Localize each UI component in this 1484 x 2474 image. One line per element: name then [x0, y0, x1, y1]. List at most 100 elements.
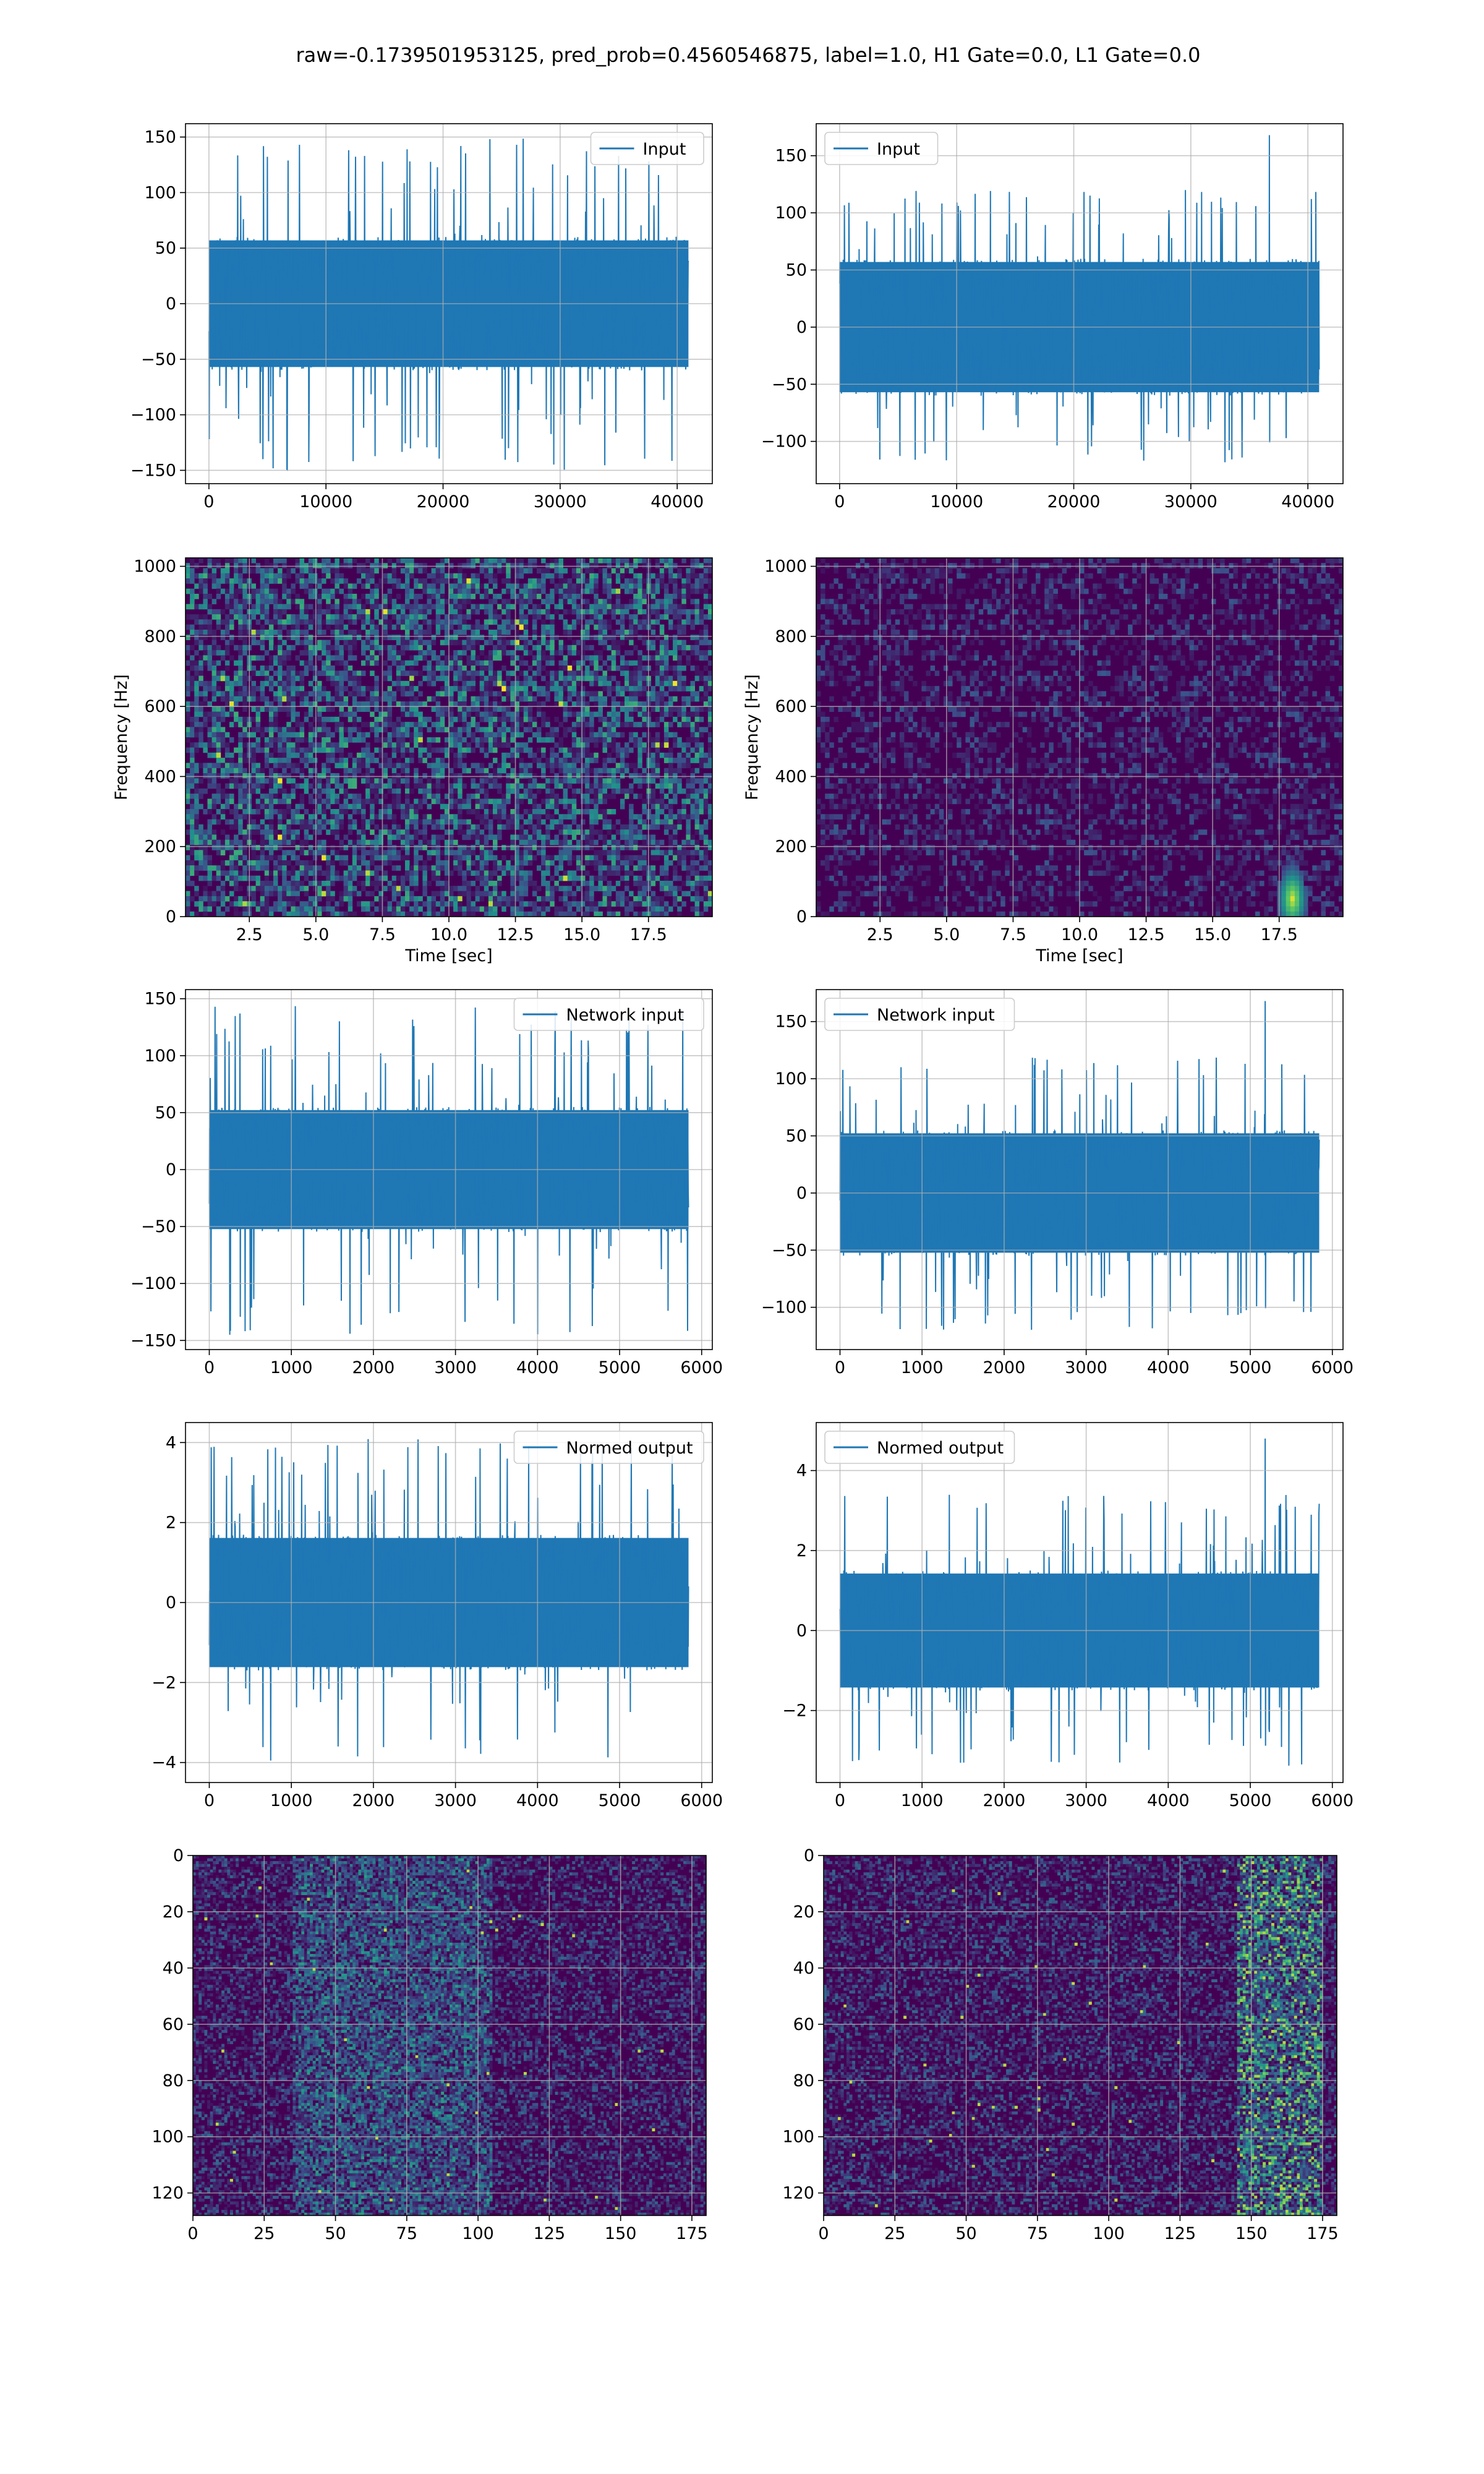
spectrogram-left-cell: [194, 798, 199, 805]
spectrogram-left-cell: [335, 568, 339, 574]
spectrogram-left-cell: [607, 752, 612, 758]
spectrogram-left-cell: [541, 747, 546, 753]
spectrogram-left-cell: [479, 860, 485, 866]
spectrogram-left-cell: [418, 568, 423, 574]
spectrogram-left-cell: [356, 891, 362, 897]
spectrogram-left-cell: [493, 711, 498, 717]
spectrogram-left-cell: [378, 855, 383, 861]
spectrogram-left-cell: [409, 803, 414, 810]
spectrogram-left-cell: [229, 758, 234, 763]
spectrogram-left-cell: [304, 809, 309, 815]
spectrogram-left-cell: [335, 604, 339, 610]
spectrogram-left-cell: [396, 722, 401, 727]
input-right-series-line: [838, 135, 1320, 463]
spectrogram-left-cell: [330, 706, 335, 712]
spectrogram-left-cell: [514, 845, 519, 850]
spectrogram-left-cell: [207, 701, 212, 707]
spectrogram-left-cell: [523, 670, 529, 676]
spectrogram-left-cell: [620, 624, 625, 630]
spectrogram-left-cell: [268, 563, 274, 568]
spectrogram-left-cell: [203, 716, 208, 722]
spectrogram-left-cell: [282, 901, 287, 907]
spectrogram-left-cell: [523, 686, 529, 691]
spectrogram-left-cell: [598, 640, 603, 646]
spectrogram-left-cell: [571, 573, 577, 579]
spectrogram-left-cell: [365, 870, 370, 876]
spectrogram-left-cell: [589, 722, 594, 727]
spectrogram-left-cell: [291, 881, 296, 886]
spectrogram-left-cell: [186, 706, 190, 712]
spectrogram-left-cell: [571, 599, 577, 604]
spectrogram-left-cell: [194, 773, 199, 779]
spectrogram-left-cell: [229, 763, 234, 769]
input-right-legend: Input: [824, 132, 939, 165]
spectrogram-left-cell: [370, 768, 375, 774]
spectrogram-left-cell: [541, 768, 546, 774]
spectrogram-left-cell: [514, 875, 519, 881]
spectrogram-left-cell: [479, 819, 485, 825]
spectrogram-left-cell: [299, 819, 305, 825]
spectrogram-left-cell: [611, 711, 616, 717]
spectrogram-left-cell: [286, 706, 291, 712]
spectrogram-left-cell: [576, 568, 581, 574]
spectrogram-left-cell: [615, 716, 621, 722]
spectrogram-left-cell: [581, 675, 586, 682]
spectrogram-left-cell: [264, 752, 270, 758]
spectrogram-left-cell: [299, 563, 305, 568]
spectrogram-left-cell: [255, 778, 261, 784]
spectrogram-left-cell: [194, 829, 199, 835]
spectrogram-left-cell: [268, 814, 274, 820]
spectrogram-left-cell: [339, 901, 344, 907]
spectrogram-left-cell: [295, 860, 300, 866]
spectrogram-left-cell: [602, 686, 607, 691]
spectrogram-left-cell: [514, 783, 519, 789]
spectrogram-left-cell: [317, 819, 322, 825]
spectrogram-left-cell: [370, 660, 375, 666]
spectrogram-left-cell: [405, 845, 410, 850]
spectrogram-left-cell: [611, 630, 616, 635]
spectrogram-left-cell: [400, 737, 406, 743]
spectrogram-left-cell: [378, 875, 383, 881]
spectrogram-left-cell: [501, 686, 506, 691]
spectrogram-left-cell: [198, 860, 203, 866]
spectrogram-left-cell: [554, 865, 559, 871]
spectrogram-left-cell: [458, 732, 463, 738]
spectrogram-left-cell: [497, 644, 502, 651]
spectrogram-left-cell: [295, 834, 300, 841]
spectrogram-left-cell: [458, 742, 463, 748]
input-right-ytick-label: 150: [775, 147, 807, 166]
spectrogram-left-cell: [194, 783, 199, 789]
spectrogram-left-cell: [198, 711, 203, 717]
spectrogram-left-cell: [510, 624, 515, 630]
spectrogram-left-cell: [211, 845, 217, 850]
spectrogram-left-cell: [462, 737, 467, 743]
spectrogram-left-cell: [207, 881, 212, 886]
spectrogram-left-cell: [264, 680, 270, 687]
spectrogram-left-cell: [238, 691, 243, 697]
spectrogram-left-cell: [427, 619, 432, 625]
spectrogram-left-cell: [194, 604, 199, 610]
spectrogram-left-cell: [224, 752, 230, 758]
spectrogram-left-cell: [462, 650, 467, 656]
spectrogram-left-cell: [194, 870, 199, 876]
spectrogram-left-cell: [523, 583, 529, 589]
spectrogram-left-cell: [471, 824, 475, 830]
spectrogram-left-cell: [348, 875, 353, 881]
spectrogram-left-cell: [207, 604, 212, 610]
spectrogram-left-cell: [356, 881, 362, 886]
spectrogram-left-cell: [435, 563, 441, 568]
spectrogram-left-cell: [326, 752, 331, 758]
spectrogram-left-cell: [427, 752, 432, 758]
spectrogram-left-cell: [607, 716, 612, 722]
spectrogram-left-cell: [286, 644, 291, 651]
spectrogram-left-cell: [541, 865, 546, 871]
spectrogram-left-cell: [620, 763, 625, 769]
spectrogram-left-cell: [308, 732, 313, 738]
spectrogram-left-cell: [571, 609, 577, 615]
spectrogram-left-cell: [615, 722, 621, 727]
spectrogram-left-cell: [308, 742, 313, 748]
spectrogram-left-cell: [523, 691, 529, 697]
spectrogram-left-cell: [268, 778, 274, 784]
spectrogram-left-cell: [440, 891, 445, 897]
